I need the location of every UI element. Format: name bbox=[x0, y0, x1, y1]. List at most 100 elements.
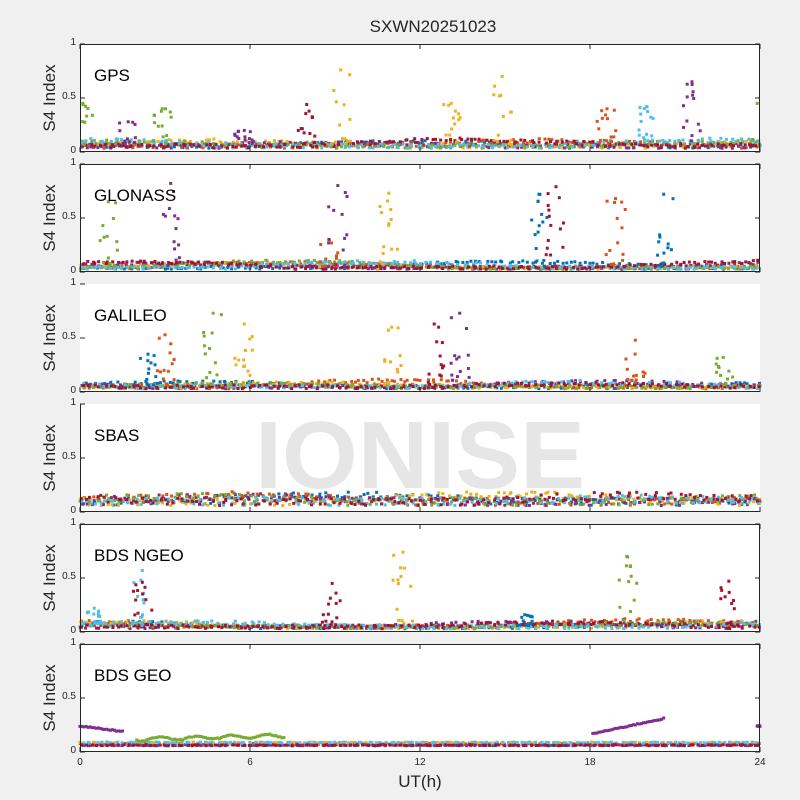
data-point bbox=[478, 498, 482, 502]
data-point bbox=[241, 495, 245, 499]
data-point bbox=[274, 265, 278, 269]
data-point bbox=[139, 386, 142, 390]
data-point bbox=[583, 144, 587, 148]
data-point bbox=[519, 265, 523, 268]
data-point bbox=[540, 501, 543, 505]
data-point bbox=[172, 358, 176, 361]
data-point bbox=[455, 266, 459, 270]
data-point bbox=[550, 381, 554, 385]
data-point bbox=[133, 136, 137, 140]
data-point bbox=[253, 140, 257, 144]
data-point bbox=[173, 214, 177, 218]
data-point bbox=[262, 141, 266, 145]
data-point bbox=[255, 261, 259, 265]
data-point bbox=[411, 385, 415, 389]
data-point bbox=[686, 145, 690, 149]
data-point bbox=[159, 381, 162, 385]
data-point bbox=[519, 501, 523, 505]
data-point bbox=[638, 501, 641, 504]
data-point bbox=[744, 494, 748, 498]
data-point bbox=[557, 196, 561, 200]
data-point bbox=[274, 142, 278, 146]
data-point bbox=[237, 143, 241, 147]
data-point bbox=[680, 382, 684, 386]
data-point bbox=[664, 264, 668, 268]
data-point bbox=[248, 144, 252, 148]
data-point bbox=[438, 354, 442, 358]
data-point bbox=[375, 263, 379, 267]
data-point bbox=[176, 217, 180, 221]
data-point bbox=[525, 500, 529, 504]
data-point bbox=[231, 259, 235, 263]
data-point bbox=[716, 495, 720, 499]
data-point bbox=[604, 144, 608, 148]
data-point bbox=[344, 142, 348, 145]
data-point bbox=[338, 259, 342, 263]
data-point bbox=[126, 265, 130, 269]
data-point bbox=[335, 498, 339, 501]
data-point bbox=[378, 263, 382, 266]
data-point bbox=[603, 379, 607, 383]
data-point bbox=[477, 386, 481, 390]
data-point bbox=[357, 499, 361, 503]
data-point bbox=[220, 260, 224, 264]
data-point bbox=[200, 142, 204, 146]
data-point bbox=[243, 138, 247, 142]
data-point bbox=[578, 494, 582, 498]
data-point bbox=[745, 382, 749, 386]
data-point bbox=[110, 384, 113, 388]
data-point bbox=[624, 139, 628, 143]
data-point bbox=[290, 143, 294, 147]
data-point bbox=[144, 380, 148, 383]
data-point bbox=[556, 259, 560, 263]
data-point bbox=[233, 501, 237, 505]
data-point bbox=[719, 384, 723, 388]
data-point bbox=[320, 500, 324, 504]
data-point bbox=[405, 498, 408, 502]
data-point bbox=[315, 495, 318, 499]
data-point bbox=[362, 262, 366, 266]
data-point bbox=[740, 146, 743, 150]
data-point bbox=[380, 379, 384, 383]
data-point bbox=[509, 502, 513, 506]
data-point bbox=[310, 503, 313, 507]
data-point bbox=[731, 375, 735, 379]
data-point bbox=[662, 192, 666, 196]
data-point bbox=[286, 142, 290, 146]
data-point bbox=[263, 499, 266, 503]
data-point bbox=[343, 191, 347, 194]
data-point bbox=[392, 496, 396, 500]
data-point bbox=[311, 499, 315, 502]
data-point bbox=[682, 501, 686, 505]
data-point bbox=[576, 143, 580, 146]
data-point bbox=[139, 493, 143, 497]
data-point bbox=[429, 494, 433, 498]
data-point bbox=[516, 494, 520, 498]
data-point bbox=[516, 496, 520, 500]
data-point bbox=[460, 385, 464, 389]
data-point bbox=[251, 492, 255, 496]
data-point bbox=[384, 383, 388, 387]
data-point bbox=[650, 382, 654, 386]
data-point bbox=[480, 382, 484, 386]
data-point bbox=[354, 387, 358, 390]
data-point bbox=[603, 265, 607, 269]
data-point bbox=[543, 385, 547, 389]
data-point bbox=[163, 214, 167, 218]
data-point bbox=[179, 143, 183, 147]
data-point bbox=[165, 382, 169, 386]
data-point bbox=[454, 260, 458, 263]
data-point bbox=[96, 499, 100, 503]
data-point bbox=[578, 266, 581, 270]
data-point bbox=[666, 242, 670, 246]
data-point bbox=[281, 262, 285, 266]
data-point bbox=[582, 618, 586, 622]
data-point bbox=[717, 383, 721, 387]
data-point bbox=[254, 266, 258, 270]
data-point bbox=[679, 619, 682, 623]
data-point bbox=[544, 491, 548, 495]
data-point bbox=[124, 386, 127, 390]
data-point bbox=[477, 383, 481, 387]
data-point bbox=[85, 114, 89, 118]
data-point bbox=[525, 260, 529, 264]
